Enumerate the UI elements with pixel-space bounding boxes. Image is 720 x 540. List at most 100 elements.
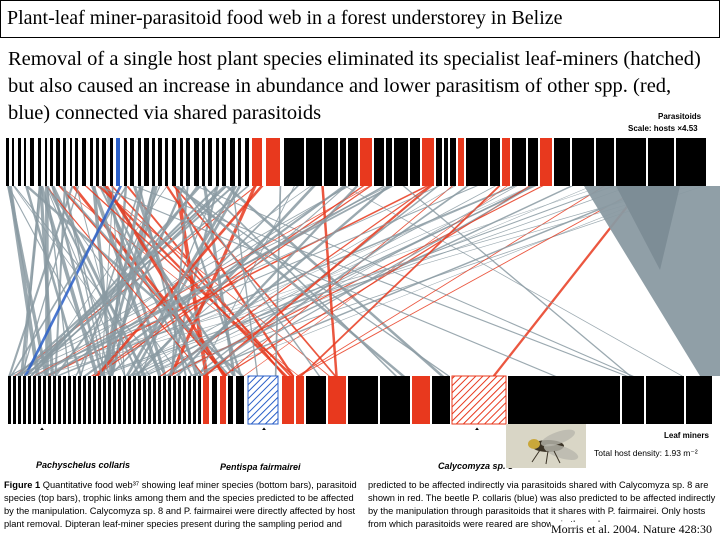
leaf-miner-bar [33, 376, 36, 424]
leaf-miner-bar [508, 376, 620, 424]
trophic-link [344, 186, 683, 376]
leaf-miner-bar [118, 376, 121, 424]
parasitoid-bar [422, 138, 434, 186]
trophic-link [108, 186, 299, 376]
leaf-miner-bar [98, 376, 101, 424]
trophic-link [181, 186, 321, 376]
leaf-miner-bar [686, 376, 712, 424]
leaf-miner-bar [198, 376, 201, 424]
leaf-miner-bar [236, 376, 244, 424]
trophic-link [45, 186, 181, 376]
parasitoid-bar [410, 138, 420, 186]
trophic-link [33, 186, 371, 376]
parasitoid-bar [63, 138, 66, 186]
parasitoid-bar [490, 138, 500, 186]
leaf-miner-bar [183, 376, 186, 424]
leaf-miner-bar [247, 375, 279, 425]
trophic-link [132, 186, 629, 376]
slide-title: Plant-leaf miner-parasitoid food web in … [7, 7, 563, 29]
trophic-link [174, 186, 406, 376]
leaf-miner-bar [228, 376, 233, 424]
figure-caption-left: Figure 1 Quantitative food web³⁷ showing… [4, 480, 357, 529]
trophic-link [39, 186, 693, 376]
parasitoid-bar [75, 138, 78, 186]
leaf-miner-bar [328, 376, 346, 424]
parasitoid-bar [208, 138, 212, 186]
leaf-miner-bar [123, 376, 126, 424]
leaf-miner-bar [193, 376, 196, 424]
parasitoid-bar [648, 138, 674, 186]
trophic-link [23, 186, 123, 376]
trophic-link [299, 186, 501, 376]
parasitoid-bar [284, 138, 304, 186]
parasitoid-bar [230, 138, 235, 186]
parasitoid-bar [110, 138, 113, 186]
parasitoid-bar [324, 138, 338, 186]
leaf-miner-bar [18, 376, 21, 424]
trophic-link [297, 186, 646, 376]
title-bar: Plant-leaf miner-parasitoid food web in … [0, 0, 720, 38]
leaf-miner-bar [43, 376, 46, 424]
leaf-miner-bar [220, 376, 226, 424]
density-label: Total host density: 1.93 m⁻² [594, 448, 698, 458]
parasitoid-bar [216, 138, 219, 186]
leaf-miner-bar [282, 376, 294, 424]
leaf-miner-bar [138, 376, 141, 424]
species-label-calycomyza: Calycomyza sp. 8 [438, 461, 514, 471]
parasitoid-bar [30, 138, 34, 186]
leaf-miners-label: Leaf miners [664, 431, 709, 440]
trophic-link [492, 186, 645, 376]
parasitoid-bar [124, 138, 127, 186]
parasitoid-bar [18, 138, 21, 186]
parasitoid-bar [186, 138, 190, 186]
species-label-pentispa: Pentispa fairmairei [220, 462, 301, 472]
trophic-link [616, 186, 680, 270]
trophic-link [173, 186, 518, 376]
trophic-link [402, 186, 632, 376]
trophic-link [125, 186, 238, 376]
leaf-miner-bar [306, 376, 326, 424]
trophic-link [100, 186, 156, 376]
parasitoid-bar [50, 138, 53, 186]
parasitoid-bar [102, 138, 106, 186]
trophic-link [23, 186, 40, 376]
trophic-link [223, 186, 454, 376]
parasitoid-bar [194, 138, 199, 186]
trophic-link [198, 186, 469, 376]
leaf-miner-bar [212, 376, 217, 424]
species-label-pachyschelus: Pachyschelus collaris [36, 460, 131, 470]
leaf-miner-bar [622, 376, 644, 424]
parasitoid-bar [340, 138, 346, 186]
trophic-link [54, 186, 199, 376]
parasitoid-bar [512, 138, 526, 186]
parasitoid-bar [222, 138, 226, 186]
parasitoid-bar [572, 138, 594, 186]
parasitoid-bar [444, 138, 448, 186]
trophic-links [6, 186, 720, 376]
parasitoid-bar [458, 138, 464, 186]
parasitoid-bar [616, 138, 646, 186]
leaf-miner-bar [173, 376, 176, 424]
leaf-miner-bar [153, 376, 156, 424]
leaf-miner-bar [143, 376, 146, 424]
leaf-miner-bar [168, 376, 171, 424]
parasitoid-bar [82, 138, 86, 186]
parasitoid-bar [554, 138, 570, 186]
parasitoid-bar [172, 138, 176, 186]
parasitoid-bar [158, 138, 162, 186]
food-web-diagram [6, 138, 720, 430]
leaf-miner-bar [348, 376, 378, 424]
leaf-miner-bar [63, 376, 66, 424]
trophic-link [170, 186, 189, 376]
trophic-link [8, 186, 74, 376]
parasitoid-bar [130, 138, 134, 186]
trophic-link [165, 186, 391, 376]
parasitoid-bar [676, 138, 706, 186]
trophic-link [132, 186, 199, 376]
parasitoid-bar [436, 138, 442, 186]
trophic-link [98, 186, 288, 376]
trophic-link [46, 186, 70, 376]
leaf-miner-bar [58, 376, 61, 424]
parasitoid-bar [540, 138, 552, 186]
trophic-link [97, 186, 557, 376]
